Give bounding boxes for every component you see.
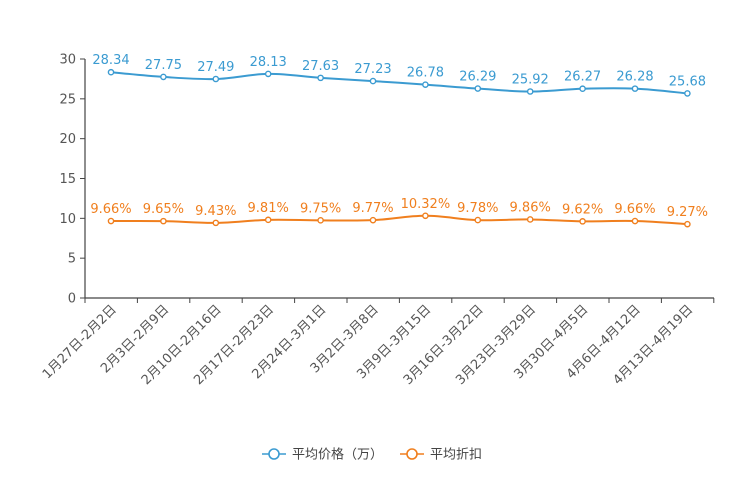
legend-marker-icon	[268, 448, 280, 460]
data-point[interactable]	[369, 77, 377, 85]
series-line	[110, 71, 688, 95]
y-tick-label: 10	[59, 212, 76, 227]
data-point[interactable]	[579, 85, 586, 93]
data-label: 25.92	[512, 73, 549, 88]
data-label: 25.68	[669, 74, 706, 89]
legend-label: 平均价格（万）	[292, 447, 383, 463]
data-point[interactable]	[684, 220, 691, 228]
data-point[interactable]	[422, 81, 429, 88]
data-point[interactable]	[631, 85, 639, 92]
series-layer: 28.34 27.75 27.49 28.13 27.63 27.23 26.78 26.29…	[90, 53, 708, 228]
data-label: 28.34	[92, 53, 129, 68]
legend-item-2[interactable]: 平均折扣	[400, 448, 482, 463]
data-point[interactable]	[317, 74, 324, 82]
legend-marker-icon	[406, 448, 418, 460]
data-point[interactable]	[317, 217, 324, 224]
data-label: 27.49	[197, 60, 234, 75]
data-label: 27.75	[145, 58, 182, 73]
data-label: 9.75%	[300, 201, 341, 216]
data-point[interactable]	[212, 75, 220, 83]
data-label: 26.29	[459, 70, 496, 85]
data-point[interactable]	[579, 218, 586, 225]
y-tick-label: 25	[59, 92, 76, 107]
data-label: 9.77%	[352, 201, 393, 216]
data-point[interactable]	[684, 90, 691, 97]
series-2: 9.66% 9.65% 9.43% 9.81% 9.75% 9.77% 10.32% 9.78…	[90, 197, 708, 228]
y-tick-label: 0	[68, 292, 76, 307]
data-point[interactable]	[474, 216, 482, 224]
data-label: 9.78%	[457, 201, 498, 216]
series-1: 28.34 27.75 27.49 28.13 27.63 27.23 26.78 26.29…	[92, 53, 706, 97]
data-label: 9.66%	[614, 202, 655, 217]
data-label: 9.86%	[510, 200, 551, 215]
data-point[interactable]	[526, 216, 534, 223]
data-point[interactable]	[264, 216, 272, 224]
data-point[interactable]	[422, 212, 429, 220]
legend-label: 平均折扣	[430, 448, 482, 463]
y-tick-label: 30	[59, 53, 76, 68]
data-label: 9.43%	[195, 204, 236, 219]
data-label: 9.62%	[562, 202, 603, 217]
data-label: 9.27%	[667, 205, 708, 220]
data-label: 10.32%	[401, 197, 451, 212]
y-tick-label: 15	[59, 172, 76, 187]
data-label: 9.81%	[248, 201, 289, 216]
data-label: 28.13	[250, 55, 287, 70]
data-label: 26.78	[407, 66, 444, 81]
data-point[interactable]	[631, 217, 639, 225]
data-label: 27.23	[354, 62, 391, 77]
data-point[interactable]	[212, 219, 220, 227]
data-point[interactable]	[264, 70, 272, 78]
y-tick-label: 5	[68, 252, 76, 267]
y-tick-label: 20	[59, 132, 76, 147]
data-label: 26.27	[564, 70, 601, 85]
data-point[interactable]	[474, 85, 482, 92]
data-point[interactable]	[369, 216, 377, 224]
data-label: 9.66%	[90, 202, 131, 217]
data-point[interactable]	[526, 88, 534, 95]
data-point[interactable]	[107, 217, 115, 225]
legend[interactable]: 平均价格（万） 平均折扣	[262, 447, 482, 463]
legend-item-1[interactable]: 平均价格（万）	[262, 447, 383, 463]
data-point[interactable]	[160, 217, 167, 225]
series-line	[110, 214, 688, 226]
data-point[interactable]	[107, 68, 115, 76]
data-label: 27.63	[302, 59, 339, 74]
data-label: 9.65%	[143, 202, 184, 217]
data-label: 26.28	[616, 70, 653, 85]
data-point[interactable]	[160, 73, 167, 81]
